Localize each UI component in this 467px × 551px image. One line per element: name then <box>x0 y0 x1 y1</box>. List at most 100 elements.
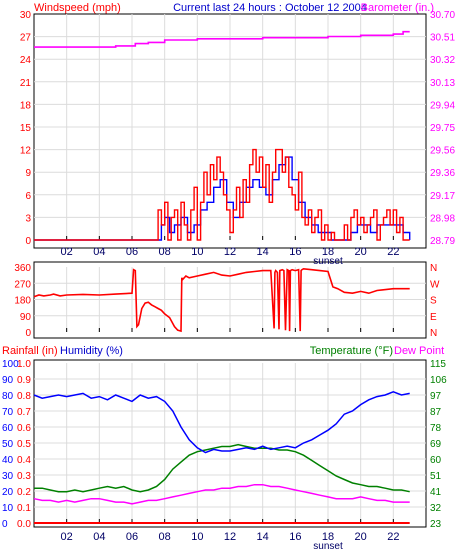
x-tick-label: 12 <box>224 246 236 258</box>
temperature-axis-title: Temperature (°F) <box>310 345 393 357</box>
x-tick-label: 18 <box>322 246 334 258</box>
humidity-tick-label: 0 <box>2 519 8 530</box>
compass-tick-label: W <box>430 279 440 290</box>
compass-tick-label: N <box>430 328 437 339</box>
temperature-tick-label: 106 <box>430 375 447 386</box>
x-tick-label: 04 <box>93 531 105 543</box>
humidity-tick-label: 70 <box>2 407 14 418</box>
rain-tick-label: 0.5 <box>17 439 31 450</box>
dewpoint-axis-title: Dew Point <box>394 345 444 357</box>
humidity-tick-label: 20 <box>2 487 14 498</box>
direction-tick-label: 0 <box>25 328 31 339</box>
rain-tick-label: 0.7 <box>17 407 31 418</box>
x-tick-label: 14 <box>257 531 269 543</box>
wind-direction-line <box>33 267 410 333</box>
temperature-tick-label: 60 <box>430 455 442 466</box>
humidity-tick-label: 40 <box>2 455 14 466</box>
x-tick-label: 08 <box>159 531 171 543</box>
x-tick-label: 12 <box>224 531 236 543</box>
x-tick-label: 10 <box>191 531 203 543</box>
barometer-tick-label: 29.56 <box>430 146 455 157</box>
barometer-tick-label: 29.36 <box>430 168 455 179</box>
x-tick-label: 18 <box>322 531 334 543</box>
x-tick-label: 20 <box>355 246 367 258</box>
compass-tick-label: S <box>430 296 437 307</box>
barometer-tick-label: 30.13 <box>430 78 455 89</box>
compass-tick-label: E <box>430 312 437 323</box>
barometer-tick-label: 29.75 <box>430 123 455 134</box>
rain-tick-label: 0.3 <box>17 471 31 482</box>
rain-tick-label: 0.8 <box>17 391 31 402</box>
wind-tick-label: 9 <box>25 168 31 179</box>
barometer-line <box>34 30 410 48</box>
rain-tick-label: 1.0 <box>17 359 31 370</box>
sunset-label: sunset <box>313 541 343 551</box>
temperature-tick-label: 97 <box>430 391 442 402</box>
humidity-line <box>33 390 410 454</box>
wind-tick-label: 27 <box>20 33 32 44</box>
compass-tick-label: N <box>430 263 437 274</box>
windspeed-title: Windspeed (mph) <box>34 2 121 14</box>
temperature-tick-label: 78 <box>430 423 442 434</box>
x-tick-label: 02 <box>61 246 73 258</box>
barometer-title: Barometer (in.) <box>361 2 434 14</box>
x-tick-label: 08 <box>159 246 171 258</box>
x-tick-label: 22 <box>387 246 399 258</box>
x-tick-label: 02 <box>61 531 73 543</box>
humidity-axis-title: Humidity (%) <box>60 345 123 357</box>
direction-tick-label: 270 <box>14 279 31 290</box>
temperature-tick-label: 115 <box>430 359 446 370</box>
humidity-tick-label: 30 <box>2 471 14 482</box>
rain-tick-label: 0.0 <box>17 519 31 530</box>
humidity-tick-label: 50 <box>2 439 14 450</box>
x-tick-label: 04 <box>93 246 105 258</box>
wind-speed-line <box>34 148 410 241</box>
wind-tick-label: 15 <box>20 123 32 134</box>
barometer-tick-label: 30.70 <box>430 10 455 21</box>
x-tick-label: 14 <box>257 246 269 258</box>
x-tick-label: 16 <box>289 531 301 543</box>
wind-tick-label: 30 <box>20 10 32 21</box>
barometer-tick-label: 30.51 <box>430 33 455 44</box>
temperature-tick-label: 51 <box>430 471 442 482</box>
barometer-tick-label: 29.17 <box>430 191 455 202</box>
rain-tick-label: 0.1 <box>17 503 31 514</box>
humidity-tick-label: 100 <box>2 359 19 370</box>
chart-title: Current last 24 hours : October 12 2004 <box>173 2 367 14</box>
temperature-tick-label: 69 <box>430 439 442 450</box>
wind-gust-line <box>34 156 411 241</box>
x-tick-label: 06 <box>126 531 138 543</box>
humidity-tick-label: 90 <box>2 375 14 386</box>
sunset-label: sunset <box>313 256 343 267</box>
humidity-tick-label: 10 <box>2 503 14 514</box>
wind-tick-label: 3 <box>25 213 31 224</box>
wind-tick-label: 6 <box>25 191 31 202</box>
temperature-tick-label: 41 <box>430 487 442 498</box>
x-tick-label: 06 <box>126 246 138 258</box>
x-tick-label: 10 <box>191 246 203 258</box>
humidity-tick-label: 60 <box>2 423 14 434</box>
rain-tick-label: 0.4 <box>17 455 31 466</box>
barometer-tick-label: 28.79 <box>430 236 455 247</box>
barometer-tick-label: 28.98 <box>430 213 455 224</box>
direction-tick-label: 360 <box>14 263 31 274</box>
wind-tick-label: 12 <box>20 146 32 157</box>
temperature-tick-label: 87 <box>430 407 442 418</box>
temperature-line <box>34 443 410 493</box>
x-tick-label: 16 <box>289 246 301 258</box>
wind-tick-label: 24 <box>20 55 32 66</box>
direction-tick-label: 180 <box>14 296 31 307</box>
x-tick-label: 20 <box>355 531 367 543</box>
barometer-tick-label: 29.94 <box>430 100 455 111</box>
barometer-tick-label: 30.32 <box>430 55 455 66</box>
direction-tick-label: 90 <box>20 312 32 323</box>
rain-tick-label: 0.6 <box>17 423 31 434</box>
rainfall-axis-title: Rainfall (in) <box>2 345 58 357</box>
temperature-tick-label: 23 <box>430 519 442 530</box>
x-tick-label: 22 <box>387 531 399 543</box>
wind-tick-label: 18 <box>20 100 32 111</box>
wind-tick-label: 21 <box>20 78 32 89</box>
rain-tick-label: 0.2 <box>17 487 31 498</box>
temperature-tick-label: 32 <box>430 503 442 514</box>
